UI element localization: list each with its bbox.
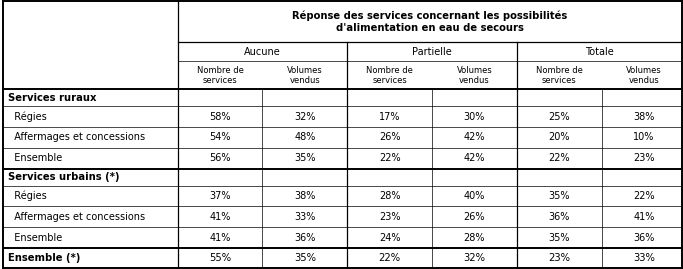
Text: Ensemble (*): Ensemble (*) — [8, 253, 80, 263]
Text: Totale: Totale — [585, 47, 613, 57]
Text: 35%: 35% — [548, 191, 570, 201]
Text: 38%: 38% — [633, 112, 655, 122]
Text: 42%: 42% — [464, 153, 485, 163]
Text: Partielle: Partielle — [413, 47, 452, 57]
Text: 25%: 25% — [548, 112, 570, 122]
Text: 26%: 26% — [379, 133, 400, 143]
Text: Ensemble: Ensemble — [8, 233, 61, 243]
Text: 28%: 28% — [379, 191, 400, 201]
Text: Réponse des services concernant les possibilités
d'alimentation en eau de secour: Réponse des services concernant les poss… — [292, 11, 568, 33]
Text: 48%: 48% — [294, 133, 316, 143]
Text: 32%: 32% — [294, 112, 316, 122]
Text: Volumes
vendus: Volumes vendus — [626, 66, 662, 85]
Text: 10%: 10% — [633, 133, 655, 143]
Text: Nombre de
services: Nombre de services — [536, 66, 583, 85]
Text: 20%: 20% — [548, 133, 570, 143]
Text: 22%: 22% — [379, 153, 400, 163]
Text: 33%: 33% — [633, 253, 655, 263]
Text: 23%: 23% — [633, 153, 655, 163]
Text: Nombre de
services: Nombre de services — [366, 66, 413, 85]
Text: Affermages et concessions: Affermages et concessions — [8, 212, 145, 222]
Text: 40%: 40% — [464, 191, 485, 201]
Text: Services ruraux: Services ruraux — [8, 93, 96, 103]
Text: 38%: 38% — [294, 191, 316, 201]
Text: Aucune: Aucune — [244, 47, 281, 57]
Text: 41%: 41% — [633, 212, 655, 222]
Text: 26%: 26% — [464, 212, 485, 222]
Text: 35%: 35% — [294, 253, 316, 263]
Text: Régies: Régies — [8, 191, 46, 201]
Text: Volumes
vendus: Volumes vendus — [287, 66, 322, 85]
Text: Volumes
vendus: Volumes vendus — [457, 66, 492, 85]
Text: Régies: Régies — [8, 111, 46, 122]
Text: Ensemble: Ensemble — [8, 153, 61, 163]
Text: 17%: 17% — [379, 112, 400, 122]
Text: 36%: 36% — [548, 212, 570, 222]
Text: 30%: 30% — [464, 112, 485, 122]
Text: 22%: 22% — [378, 253, 401, 263]
Text: Nombre de
services: Nombre de services — [197, 66, 243, 85]
Text: 41%: 41% — [209, 233, 231, 243]
Text: 36%: 36% — [633, 233, 655, 243]
Text: 33%: 33% — [294, 212, 316, 222]
Text: 23%: 23% — [548, 253, 570, 263]
Text: 35%: 35% — [548, 233, 570, 243]
Text: 58%: 58% — [209, 112, 231, 122]
Text: Affermages et concessions: Affermages et concessions — [8, 133, 145, 143]
Text: 54%: 54% — [209, 133, 231, 143]
Text: 24%: 24% — [379, 233, 400, 243]
Text: 23%: 23% — [379, 212, 400, 222]
Text: 22%: 22% — [633, 191, 655, 201]
Text: 32%: 32% — [464, 253, 486, 263]
Text: Services urbains (*): Services urbains (*) — [8, 172, 119, 182]
Text: 35%: 35% — [294, 153, 316, 163]
Text: 55%: 55% — [209, 253, 231, 263]
Text: 36%: 36% — [294, 233, 316, 243]
Text: 56%: 56% — [209, 153, 231, 163]
Text: 37%: 37% — [209, 191, 231, 201]
Text: 28%: 28% — [464, 233, 485, 243]
Text: 22%: 22% — [548, 153, 570, 163]
Text: 42%: 42% — [464, 133, 485, 143]
Text: 41%: 41% — [209, 212, 231, 222]
